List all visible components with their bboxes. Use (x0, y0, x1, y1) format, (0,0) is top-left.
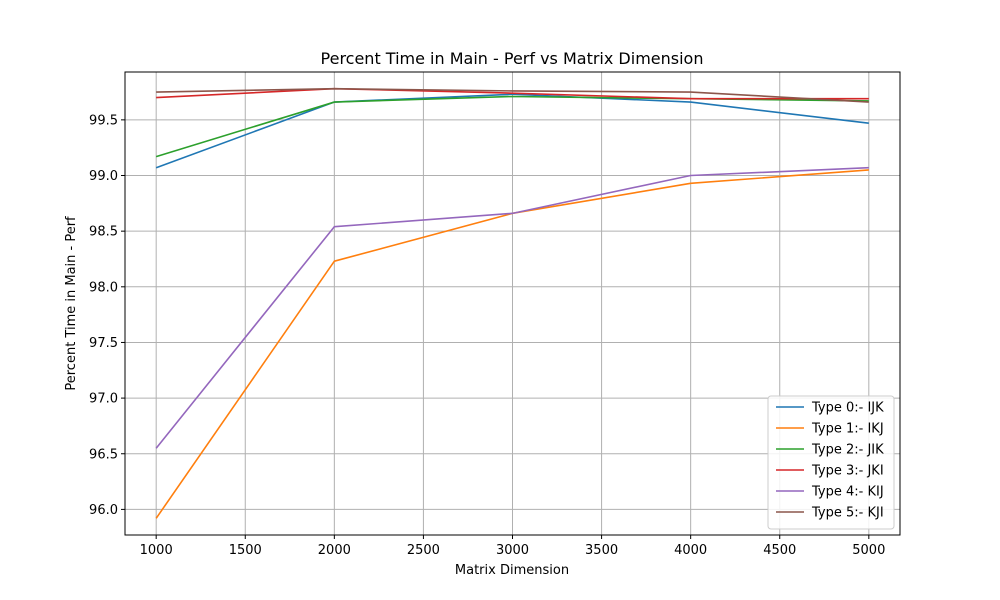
legend-label: Type 5:- KJI (811, 506, 884, 521)
x-tick-label: 5000 (852, 543, 885, 558)
y-axis-title: Percent Time in Main - Perf (64, 216, 79, 391)
series-line-type-4 (155, 166, 869, 449)
series-lines (155, 87, 869, 519)
legend-label: Type 2:- JIK (811, 443, 884, 458)
y-tick-label: 99.0 (89, 169, 118, 184)
x-tick-label: 1500 (229, 543, 262, 558)
x-tick-label: 2000 (318, 543, 351, 558)
x-tick-label: 2500 (407, 543, 440, 558)
series-line-type-0 (155, 93, 869, 169)
series-line-type-3 (156, 87, 869, 100)
y-tick-label: 99.5 (89, 113, 118, 128)
y-tick-label: 97.5 (89, 336, 118, 351)
x-tick-label: 3500 (585, 543, 618, 558)
legend: Type 0:- IJK Type 1:- IKJ Type 2:- JIK Type… (767, 395, 895, 530)
legend-label: Type 3:- JKI (811, 464, 884, 479)
x-tick-label: 1000 (140, 543, 173, 558)
x-tick-label: 4500 (763, 543, 796, 558)
y-tick-label: 97.0 (89, 392, 118, 407)
legend-label: Type 0:- IJK (811, 401, 884, 416)
legend-label: Type 4:- KIJ (811, 485, 884, 500)
y-tick-label: 96.5 (89, 447, 118, 462)
legend-box (767, 395, 895, 530)
x-tick-label: 3000 (496, 543, 529, 558)
y-tick-label: 98.5 (89, 225, 118, 240)
chart-title: Percent Time in Main - Perf vs Matrix Di… (321, 49, 704, 68)
axis-ticks: 1000 1500 2000 2500 3000 3500 4000 4500 5000 96.0… (89, 113, 885, 558)
x-axis-title: Matrix Dimension (455, 563, 569, 578)
series-line-type-5 (156, 87, 869, 103)
y-tick-label: 96.0 (89, 503, 118, 518)
x-tick-label: 4000 (674, 543, 707, 558)
y-tick-label: 98.0 (89, 280, 118, 295)
legend-label: Type 1:- IKJ (811, 422, 884, 437)
